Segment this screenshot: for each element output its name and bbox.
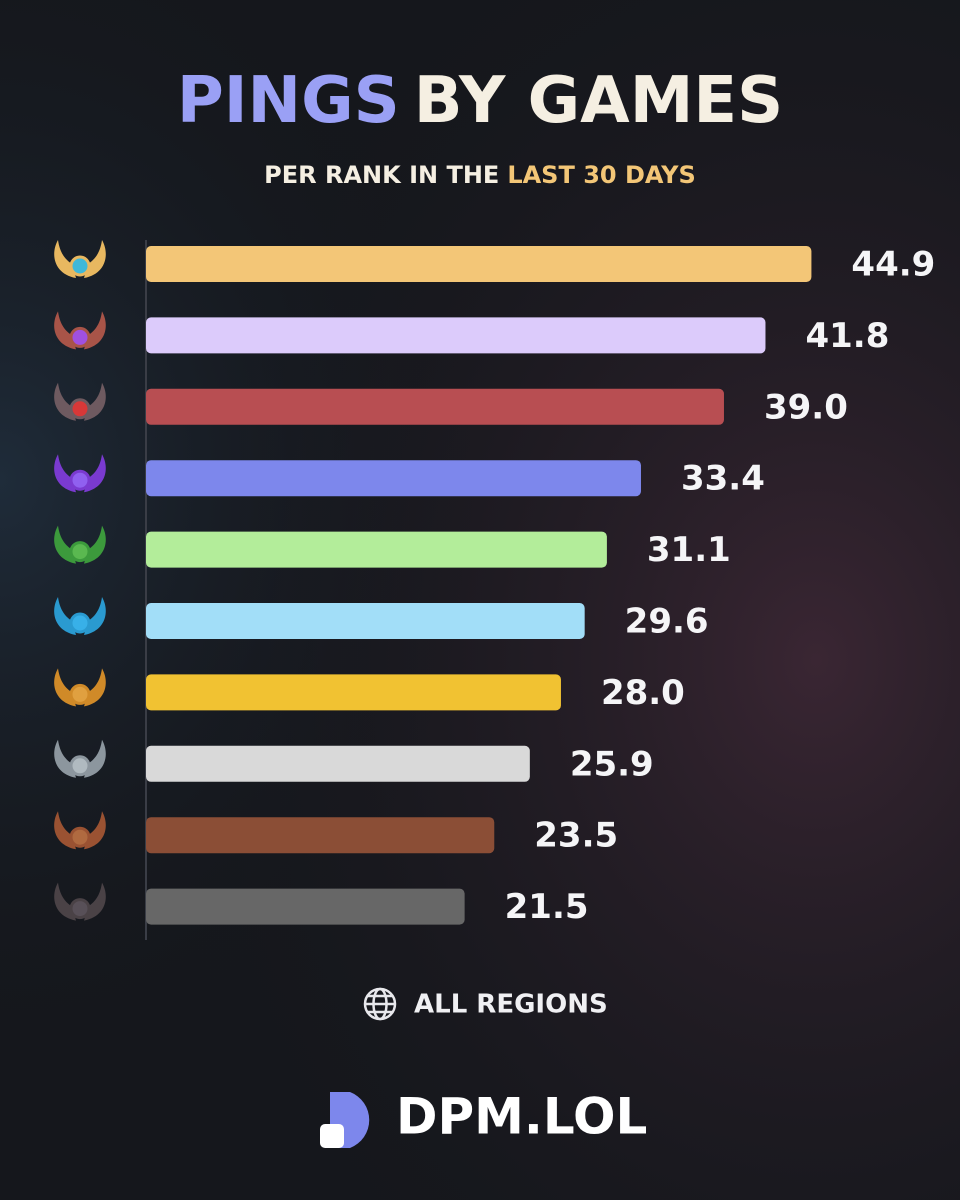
rank-icon-gem [69, 255, 91, 277]
value-label: 25.9 [570, 744, 654, 784]
globe-icon [363, 987, 397, 1021]
bar [146, 246, 812, 282]
value-label: 41.8 [805, 316, 889, 356]
footer-region: ALL REGIONS [414, 990, 608, 1020]
value-label: 44.9 [851, 245, 935, 285]
value-label: 39.0 [764, 387, 848, 427]
title-rest: BY GAMES [414, 64, 783, 138]
bar [146, 888, 465, 925]
bar [146, 317, 766, 354]
bar [146, 388, 724, 425]
subtitle-text: PER RANK IN THE [264, 161, 499, 189]
rank-icon-gem [69, 898, 91, 920]
value-label: 21.5 [505, 887, 589, 927]
chart-title: PINGS BY GAMES [177, 64, 783, 138]
rank-icon-gem [69, 541, 91, 563]
rank-icon-gem [69, 326, 91, 348]
subtitle-highlight: LAST 30 DAYS [507, 161, 696, 189]
bar [146, 674, 561, 711]
subtitle: PER RANK IN THE LAST 30 DAYS [264, 161, 696, 189]
rank-icon-gem [69, 612, 91, 634]
rank-icon-gem [69, 469, 91, 491]
rank-icon-gem [69, 826, 91, 848]
bar [146, 460, 641, 497]
bar [146, 745, 530, 782]
bar [146, 531, 607, 568]
value-label: 31.1 [647, 530, 731, 570]
value-label: 28.0 [601, 673, 685, 713]
bar [146, 817, 495, 854]
rank-icon-gem [69, 683, 91, 705]
value-label: 33.4 [681, 459, 765, 499]
brand-name: DPM.LOL [396, 1088, 647, 1146]
value-label: 23.5 [534, 816, 618, 856]
rank-icon-gem [69, 398, 91, 420]
rank-icon-gem [69, 755, 91, 777]
value-label: 29.6 [625, 602, 709, 642]
title-highlight: PINGS [177, 64, 400, 138]
brand-logo [320, 1092, 370, 1148]
bar [146, 603, 585, 639]
